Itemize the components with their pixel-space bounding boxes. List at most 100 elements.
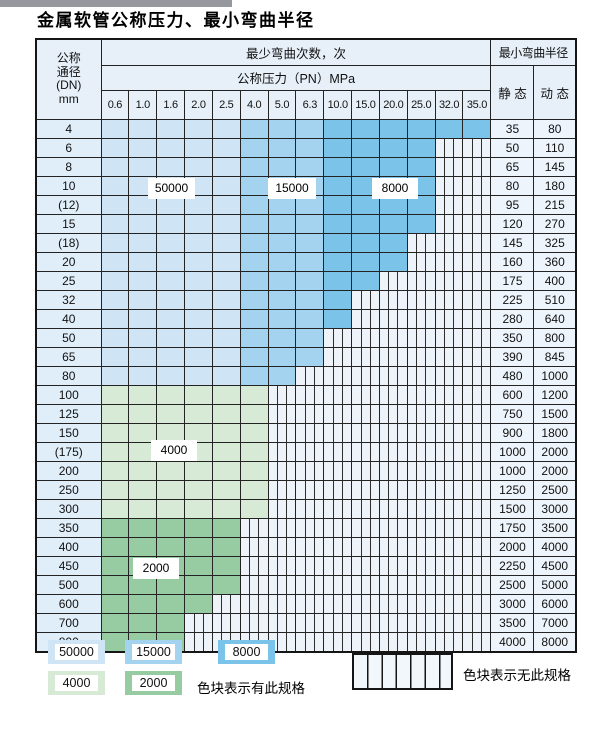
dynamic-column-header: 动 态 [533,64,577,120]
cell-available [211,574,241,595]
dn-value: 125 [35,403,102,424]
cell-available [295,232,325,253]
cell-unavailable [406,289,436,310]
cell-unavailable [406,612,436,633]
scan-artifact-bar [0,0,232,7]
cell-unavailable [323,346,353,367]
static-radius-value: 120 [490,213,535,234]
cell-available [295,213,325,234]
bending-cycles-header: 最少弯曲次数，次 [100,38,492,66]
cell-unavailable [211,593,241,614]
dn-value: 6 [35,137,102,158]
cell-unavailable [351,517,380,538]
cell-available [184,479,213,500]
dynamic-radius-value: 6000 [533,593,577,614]
cell-unavailable [295,498,325,519]
cell-unavailable [295,555,325,576]
cell-unavailable [406,498,436,519]
static-radius-value: 1500 [490,498,535,519]
cell-unavailable [295,403,325,424]
cell-available [239,327,269,348]
cell-unavailable [406,441,436,462]
cell-unavailable [351,574,380,595]
table-row-dn-20: 20 160 360 [35,251,577,272]
cell-unavailable [434,517,464,538]
cell-unavailable [351,346,380,367]
legend-swatch-label: 50000 [55,644,98,660]
cell-available [211,479,241,500]
cell-available [128,270,158,291]
cell-unavailable [406,555,436,576]
cell-unavailable [184,612,213,633]
cell-unavailable [434,213,464,234]
cell-unavailable [267,384,297,405]
cell-unavailable [378,422,408,443]
cell-unavailable [378,593,408,614]
cell-available [239,175,269,196]
cell-available [239,194,269,215]
cell-available [156,308,186,329]
pressure-col-25.0: 25.0 [406,89,436,120]
cell-available [378,232,408,253]
cell-available [351,137,380,158]
cell-available [239,232,269,253]
cell-available [267,289,297,310]
cell-available [406,194,436,215]
cell-available [184,270,213,291]
cell-available [323,156,353,177]
cell-unavailable [378,631,408,652]
cell-unavailable [239,612,269,633]
cell-available [295,346,325,367]
cell-available [267,118,297,139]
dn-value: 15 [35,213,102,234]
pressure-col-2.5: 2.5 [211,89,241,120]
cell-unavailable [323,441,353,462]
dynamic-radius-value: 215 [533,194,577,215]
cell-available [100,194,130,215]
cell-unavailable [295,384,325,405]
dn-value: (175) [35,441,102,462]
dn-value: 32 [35,289,102,310]
cell-available [239,365,269,386]
cell-unavailable [295,441,325,462]
static-radius-value: 1750 [490,517,535,538]
dn-value: 20 [35,251,102,272]
zone-label-15000: 15000 [268,178,316,199]
table-row-dn-100: 100 600 1200 [35,384,577,405]
cell-available [100,137,130,158]
cell-available [267,346,297,367]
table-row-dn-50: 50 350 800 [35,327,577,348]
cell-available [351,213,380,234]
cell-unavailable [323,498,353,519]
dynamic-radius-value: 2000 [533,441,577,462]
table-row-dn-25: 25 175 400 [35,270,577,291]
cell-available [211,384,241,405]
legend-swatch-label: 2000 [132,675,175,691]
cell-available [128,498,158,519]
cell-available [211,422,241,443]
cell-available [211,137,241,158]
cell-available [378,156,408,177]
dynamic-radius-value: 800 [533,327,577,348]
cell-unavailable [267,612,297,633]
cell-unavailable [267,460,297,481]
cell-available [211,270,241,291]
cell-available [184,536,213,557]
cell-available [128,403,158,424]
cell-available [156,137,186,158]
cell-available [211,289,241,310]
cell-available [100,593,130,614]
cell-unavailable [462,555,492,576]
cell-available [239,479,269,500]
pressure-col-5.0: 5.0 [267,89,297,120]
cell-available [184,517,213,538]
cell-unavailable [323,517,353,538]
cell-unavailable [295,612,325,633]
cell-available [128,536,158,557]
cell-available [100,441,130,462]
table-row-dn-40: 40 280 640 [35,308,577,329]
static-radius-value: 280 [490,308,535,329]
cell-unavailable [267,498,297,519]
cell-unavailable [351,441,380,462]
cell-available [100,308,130,329]
